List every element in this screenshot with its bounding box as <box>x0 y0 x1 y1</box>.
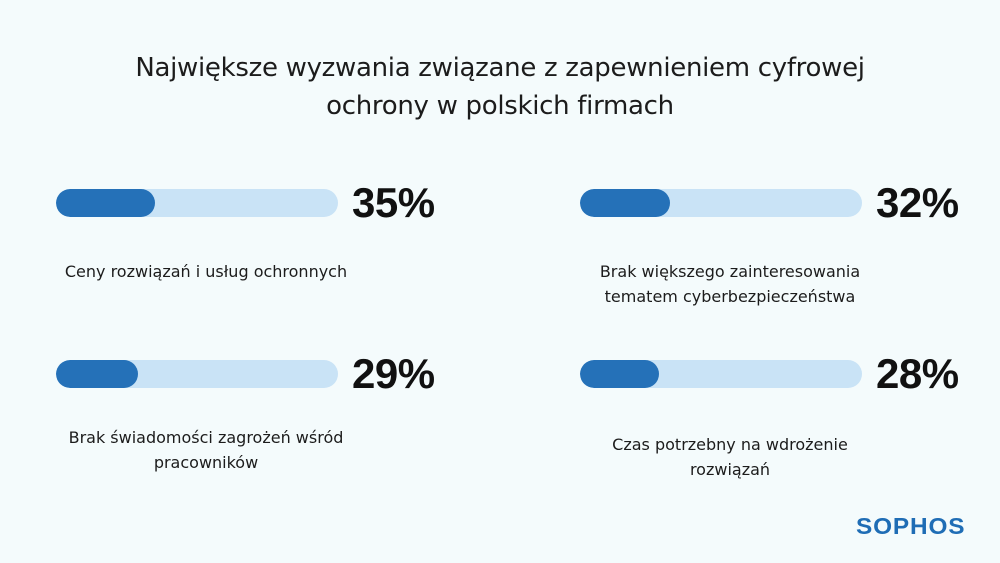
stat-label-line: Czas potrzebny na wdrożenie <box>612 435 848 454</box>
progress-track <box>580 189 862 217</box>
progress-fill <box>56 360 138 388</box>
stat-label-line: tematem cyberbezpieczeństwa <box>604 287 856 306</box>
stat-block: 28% Czas potrzebny na wdrożenie rozwiąza… <box>580 350 1000 500</box>
stat-label: Czas potrzebny na wdrożenie rozwiązań <box>550 432 910 482</box>
stat-label: Brak świadomości zagrożeń wśród pracowni… <box>26 425 386 475</box>
stat-block: 35% Ceny rozwiązań i usług ochronnych <box>56 179 476 329</box>
stat-label: Ceny rozwiązań i usług ochronnych <box>26 259 386 284</box>
progress-track <box>580 360 862 388</box>
stat-block: 29% Brak świadomości zagrożeń wśród prac… <box>56 350 476 500</box>
progress-fill <box>580 360 659 388</box>
progress-fill <box>580 189 670 217</box>
stat-label-line: Brak świadomości zagrożeń wśród <box>68 428 344 447</box>
stat-block: 32% Brak większego zainteresowania temat… <box>580 179 1000 329</box>
percent-value: 28% <box>876 350 959 397</box>
percent-value: 35% <box>352 179 435 226</box>
percent-value: 32% <box>876 179 959 226</box>
stat-label: Brak większego zainteresowania tematem c… <box>550 259 910 309</box>
stat-label-line: Brak większego zainteresowania <box>599 262 861 281</box>
stat-label-line: Ceny rozwiązań i usług ochronnych <box>64 262 348 281</box>
chart-title-line-1: Największe wyzwania związane z zapewnien… <box>135 53 865 83</box>
progress-track <box>56 360 338 388</box>
sophos-logo: SOPHOS <box>856 513 966 539</box>
progress-fill <box>56 189 155 217</box>
stat-label-line: pracowników <box>153 453 259 472</box>
stat-label-line: rozwiązań <box>689 460 771 479</box>
chart-title-line-2: ochrony w polskich firmach <box>326 91 674 121</box>
chart-title: Największe wyzwania związane z zapewnien… <box>0 49 1000 125</box>
progress-track <box>56 189 338 217</box>
percent-value: 29% <box>352 350 435 397</box>
